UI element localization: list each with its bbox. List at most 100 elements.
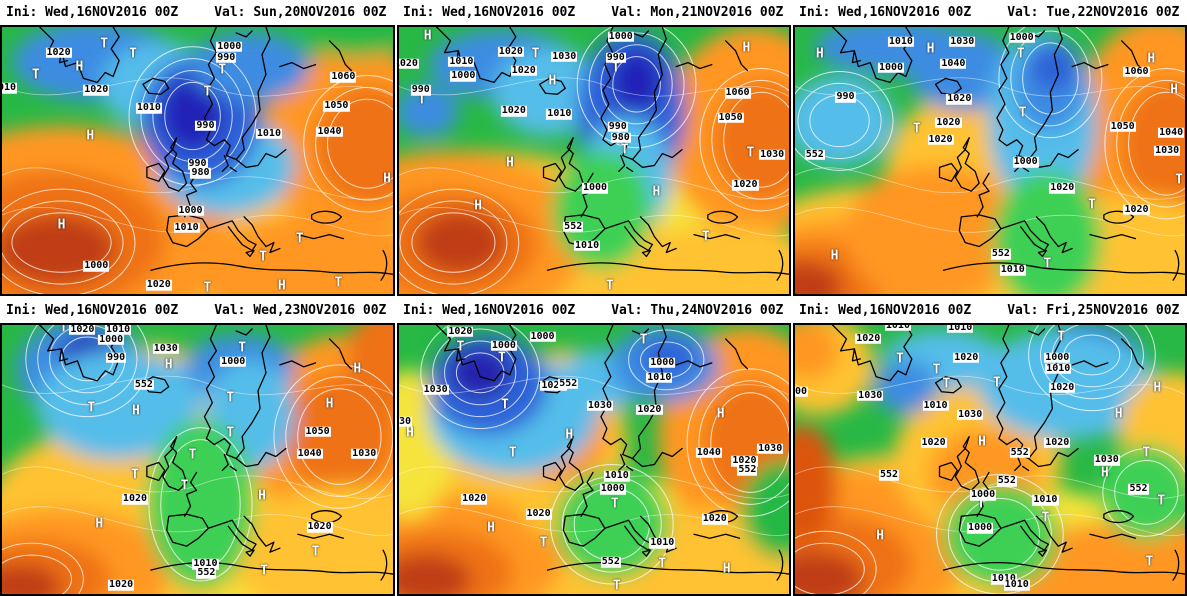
low-center-marker: T [500,397,509,413]
pressure-value-label: 1020 [732,178,759,191]
panel-header: Ini: Wed,16NOV2016 00Z Val: Wed,23NOV201… [0,298,395,323]
low-center-marker: T [746,145,755,161]
valid-time-label: Val: Mon,21NOV2016 00Z [611,5,784,20]
high-center-marker: H [815,46,824,62]
high-center-marker: H [722,561,731,577]
pressure-value-label: 1050 [1109,120,1136,133]
low-center-marker: T [498,350,506,366]
panel-wed-23nov: Ini: Wed,16NOV2016 00Z Val: Wed,23NOV201… [0,298,395,596]
pressure-value-label: 1010 [135,101,162,114]
low-center-marker: T [1175,172,1183,188]
low-center-marker: T [129,46,137,62]
panel-sun-20nov: Ini: Wed,16NOV2016 00Z Val: Sun,20NOV201… [0,0,395,296]
pressure-value-label: 990 [607,120,628,133]
pressure-value-label: 1010 [922,399,949,411]
panel-tue-22nov: Ini: Wed,16NOV2016 00Z Val: Tue,22NOV201… [793,0,1187,296]
low-center-marker: T [612,578,621,594]
pressure-value-label: 1040 [940,57,967,69]
pressure-value-label: 1020 [636,403,663,415]
pressure-value-label: 1000 [967,521,994,534]
pressure-value-label: 1020 [399,58,419,69]
low-center-marker: T [203,280,212,296]
pressure-value-label: 1020 [1049,381,1076,394]
pressure-value-label: 1000 [607,30,634,43]
low-center-marker: T [1043,256,1052,272]
pressure-value-label: 1020 [540,379,567,392]
high-center-marker: H [57,217,66,233]
pressure-value-label: 1020 [121,493,149,505]
panel-fri-25nov: Ini: Wed,16NOV2016 00Z Val: Fri,25NOV201… [793,298,1187,596]
panel-header: Ini: Wed,16NOV2016 00Z Val: Fri,25NOV201… [793,298,1187,323]
low-center-marker: T [639,332,648,348]
high-center-marker: H [75,59,84,75]
pressure-field-svg [399,325,789,594]
pressure-value-label: 1010 [990,572,1017,585]
high-center-marker: H [277,278,286,294]
pressure-value-label: 1040 [695,446,722,458]
pressure-value-label: 1000 [490,339,517,352]
pressure-value-label: 1000 [649,356,676,369]
low-center-marker: T [896,351,904,367]
low-center-marker: T [701,229,710,245]
pressure-value-label: 1020 [108,578,135,591]
pressure-value-label: 1030 [1154,144,1181,156]
high-center-marker: H [876,528,885,544]
pressure-value-label: 1030 [399,416,413,427]
init-time-label: Ini: Wed,16NOV2016 00Z [403,303,576,318]
pressure-value-label: 990 [187,158,208,170]
pressure-value-label: 1060 [1123,65,1150,77]
pressure-value-label: 1010 [448,55,475,67]
valid-time-label: Val: Thu,24NOV2016 00Z [611,303,784,318]
low-center-marker: T [311,544,320,560]
valid-time-label: Val: Tue,22NOV2016 00Z [1007,5,1180,20]
pressure-value-label: 1020 [920,436,947,448]
low-center-marker: T [1145,554,1154,570]
high-center-marker: H [487,520,495,536]
low-center-marker: T [31,67,40,83]
pressure-value-label: 1020 [1044,436,1071,448]
pressure-value-label: 1010 [1032,494,1059,506]
low-center-marker: T [238,340,247,356]
pressure-value-label: 1000 [581,181,609,194]
pressure-value-label: 980 [610,131,631,143]
pressure-value-label: 1010 [884,325,911,332]
pressure-value-label: 552 [563,220,584,232]
pressure-value-label: 1000 [795,386,809,397]
pressure-value-label: 1020 [306,520,333,533]
pressure-value-label: 1030 [1093,454,1120,466]
panel-header: Ini: Wed,16NOV2016 00Z Val: Tue,22NOV201… [793,0,1187,25]
low-center-marker: T [942,376,951,392]
pressure-value-label: 552 [996,475,1017,487]
panel-header: Ini: Wed,16NOV2016 00Z Val: Thu,24NOV201… [397,298,791,323]
high-center-marker: H [1100,465,1109,481]
pressure-value-label: 1030 [857,389,884,401]
low-center-marker: T [539,535,548,551]
pressure-value-label: 1030 [586,399,613,411]
pressure-value-label: 1010 [546,107,573,120]
pressure-value-label: 1000 [220,355,247,368]
pressure-value-label: 1000 [529,330,556,343]
pressure-value-label: 1050 [323,99,350,112]
pressure-value-label: 1000 [1008,31,1035,44]
pressure-value-label: 1060 [724,87,751,99]
pressure-value-label: 1020 [145,278,172,291]
high-center-marker: H [132,403,140,419]
weather-map: HTHTTTHHHTTHT102010101000990102010201030… [397,25,791,296]
pressure-value-label: 1020 [500,104,527,117]
pressure-value-label: 990 [216,51,237,63]
pressure-value-label: 1010 [646,371,673,384]
valid-time-label: Val: Sun,20NOV2016 00Z [214,5,387,20]
low-center-marker: T [977,496,985,512]
high-center-marker: H [258,488,266,504]
pressure-value-label: 1010 [1003,578,1030,591]
low-center-marker: T [188,447,197,463]
pressure-value-label: 1000 [83,260,110,272]
pressure-value-label: 1030 [957,408,984,420]
pressure-value-label: 1010 [603,470,630,482]
pressure-value-label: 1020 [946,92,973,105]
weather-map: TTHTHTTHTTHTTH10201010102010101000990990… [0,25,395,296]
pressure-value-label: 990 [106,351,127,364]
pressure-value-label: 1020 [1123,203,1150,216]
low-center-marker: T [620,142,629,158]
weather-map: T T T T T H H H T H T T H T T 1010 1010 1020 1020 1000 1010 1… [793,323,1187,596]
